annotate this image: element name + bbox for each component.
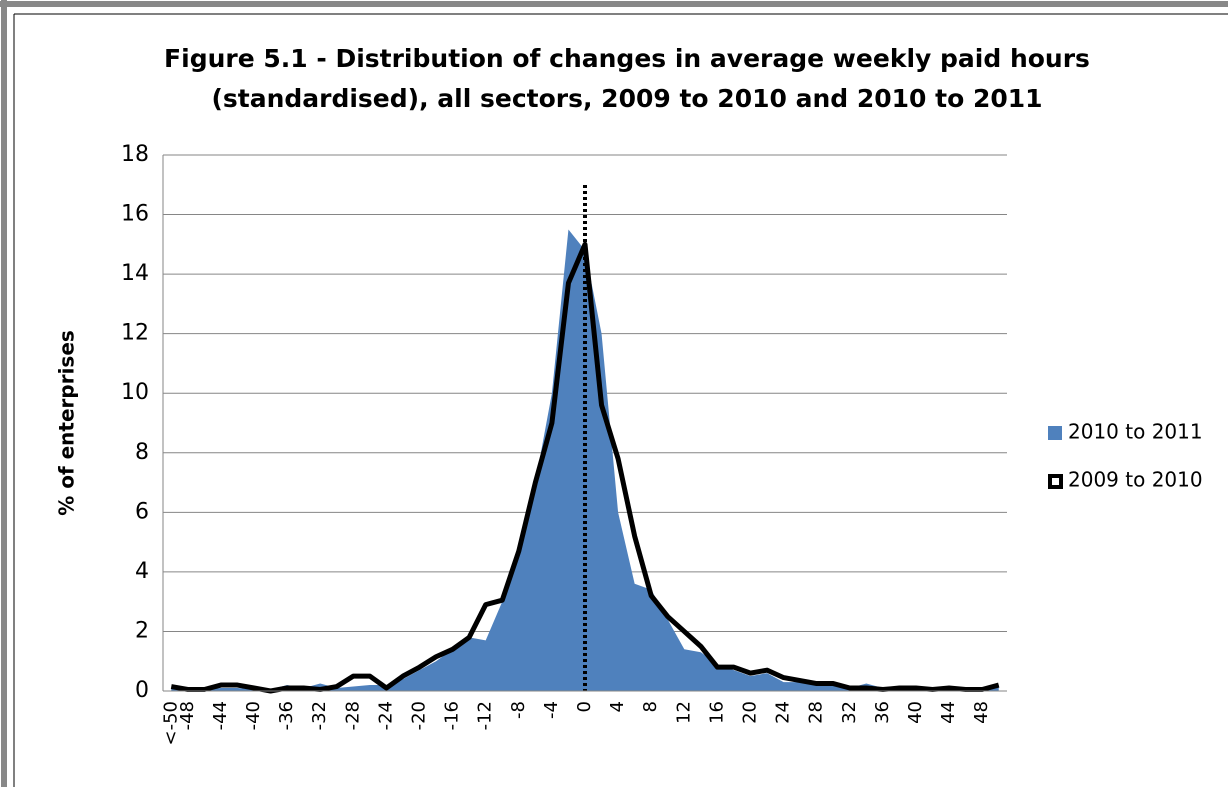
x-tick-label: -32 (309, 701, 330, 730)
y-tick-label: 4 (135, 559, 149, 584)
y-tick-label: 14 (121, 261, 149, 286)
x-tick-label: -28 (342, 701, 363, 730)
y-tick-label: 10 (121, 380, 149, 405)
x-tick-label: -16 (442, 701, 463, 730)
x-tick-label: 8 (640, 701, 661, 712)
legend-swatch (1048, 426, 1062, 440)
chart-subtitle: (standardised), all sectors, 2009 to 201… (211, 84, 1042, 113)
x-tick-label: 20 (739, 701, 760, 724)
x-tick-label: -20 (409, 701, 430, 730)
x-tick-label: -40 (243, 701, 264, 730)
y-tick-label: 2 (135, 618, 149, 643)
legend-label: 2009 to 2010 (1068, 468, 1203, 492)
x-tick-label: -48 (177, 701, 198, 730)
x-tick-label: 36 (872, 701, 893, 724)
x-tick-label: 4 (607, 701, 628, 712)
area (171, 229, 999, 691)
x-tick-label: 28 (806, 701, 827, 724)
legend-swatch (1048, 474, 1063, 489)
x-tick-label: -44 (210, 701, 231, 730)
legend-label: 2010 to 2011 (1068, 420, 1203, 444)
x-tick-label: 32 (839, 701, 860, 724)
y-tick-label: 6 (135, 499, 149, 524)
x-tick-label: -36 (276, 701, 297, 730)
x-tick-label: 24 (773, 701, 794, 724)
x-tick-label: 16 (706, 701, 727, 724)
y-tick-label: 18 (121, 142, 149, 167)
y-tick-label: 16 (121, 202, 149, 227)
x-tick-label: 0 (574, 701, 595, 712)
x-tick-label: 44 (938, 701, 959, 724)
x-tick-label: <-50 (160, 701, 181, 745)
chart-title: Figure 5.1 - Distribution of changes in … (164, 44, 1090, 73)
x-tick-label: -4 (541, 701, 562, 719)
x-tick-label: -8 (508, 701, 529, 719)
x-tick-label: -12 (475, 701, 496, 730)
line (170, 241, 1000, 694)
x-tick-label: 40 (905, 701, 926, 724)
y-axis-label: % of enterprises (55, 330, 79, 516)
x-tick-label: 12 (673, 701, 694, 724)
y-tick-label: 0 (135, 678, 149, 703)
x-tick-label: 48 (971, 701, 992, 724)
y-tick-label: 8 (135, 440, 149, 465)
x-tick-label: -24 (375, 701, 396, 730)
y-tick-label: 12 (121, 321, 149, 346)
